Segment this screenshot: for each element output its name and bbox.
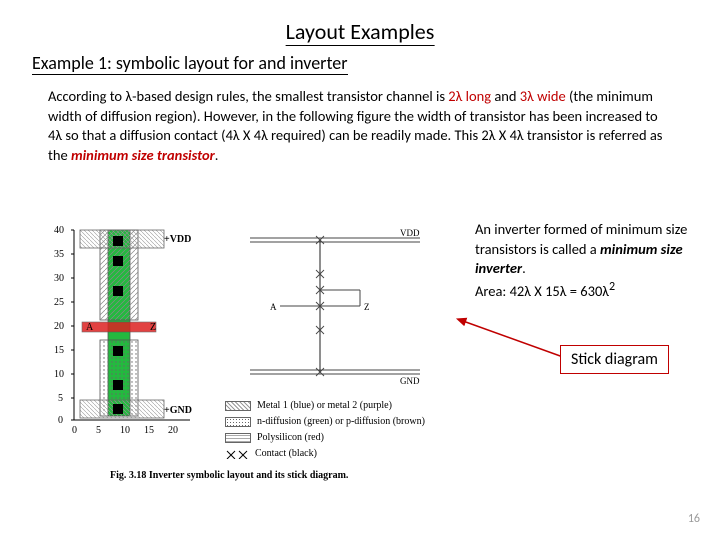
highlight-wide: 3λ wide (520, 87, 566, 105)
svg-text:+VDD: +VDD (164, 234, 191, 245)
xtick: 10 (120, 425, 130, 436)
term-min-transistor: minimum size transistor (71, 146, 215, 164)
ytick: 0 (58, 415, 63, 426)
svg-text:VDD: VDD (400, 228, 420, 238)
svg-text:A: A (270, 302, 277, 312)
txt: and (491, 87, 520, 105)
txt: . (215, 146, 219, 164)
legend-text: n-diffusion (green) or p-diffusion (brow… (257, 416, 425, 427)
ytick: 20 (54, 321, 64, 332)
xtick: 20 (168, 425, 178, 436)
swatch-icon (225, 401, 251, 411)
svg-text:GND: GND (400, 376, 420, 386)
ytick: 25 (54, 297, 64, 308)
svg-text:A: A (86, 322, 94, 333)
area-text: Area: 42λ X 15λ = 630λ (475, 282, 609, 300)
right-paragraph: An inverter formed of minimum size trans… (475, 220, 695, 301)
legend-text: Metal 1 (blue) or metal 2 (purple) (257, 400, 392, 411)
swatch-icon (225, 417, 251, 427)
ytick: 10 (54, 369, 64, 380)
page-number: 16 (688, 512, 700, 526)
swatch-icon (225, 449, 249, 459)
xtick: 5 (96, 425, 101, 436)
body-paragraph: According to λ-based design rules, the s… (48, 87, 675, 165)
txt: According to (48, 87, 125, 105)
legend-poly: Polysilicon (red) (225, 432, 324, 443)
ytick: 5 (58, 393, 63, 404)
ytick: 35 (54, 249, 64, 260)
layout-diagram: +VDD +GND A Z VDD GND A Z (50, 220, 470, 500)
legend-diff: n-diffusion (green) or p-diffusion (brow… (225, 416, 425, 427)
txt: -based design rules, the smallest transi… (132, 87, 448, 105)
area-exp: 2 (609, 279, 615, 294)
xtick: 15 (144, 425, 154, 436)
ytick: 40 (54, 225, 64, 236)
figure-caption: Fig. 3.18 Inverter symbolic layout and i… (110, 470, 348, 481)
example-subtitle: Example 1: symbolic layout for and inver… (32, 52, 348, 75)
legend-text: Polysilicon (red) (257, 432, 324, 443)
page-title: Layout Examples (286, 18, 435, 46)
ytick: 15 (54, 345, 64, 356)
svg-text:+GND: +GND (164, 405, 192, 416)
txt: . (522, 259, 526, 277)
stick-diagram-label: Stick diagram (560, 345, 669, 374)
swatch-icon (225, 433, 251, 443)
xtick: 0 (72, 425, 77, 436)
legend-metal: Metal 1 (blue) or metal 2 (purple) (225, 400, 392, 411)
svg-text:Z: Z (150, 322, 156, 333)
arrow-icon (455, 315, 575, 365)
highlight-long: 2λ long (448, 87, 491, 105)
legend-contact: Contact (black) (225, 448, 317, 459)
svg-text:Z: Z (364, 302, 370, 312)
legend-text: Contact (black) (255, 448, 317, 459)
ytick: 30 (54, 273, 64, 284)
